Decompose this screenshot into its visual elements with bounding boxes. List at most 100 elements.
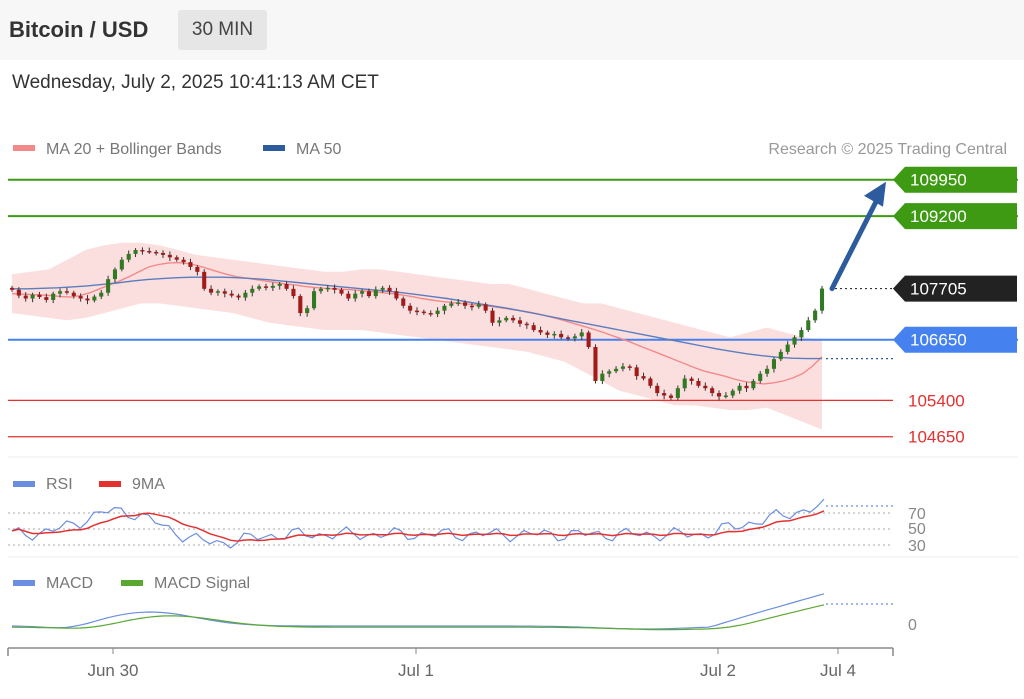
candle-46 (325, 285, 330, 292)
candle-57 (401, 296, 406, 309)
candlesticks (9, 247, 825, 401)
candle-98 (682, 375, 687, 392)
rsi-ma-legend-label: 9MA (132, 476, 165, 493)
x-label-0: Jun 30 (87, 661, 138, 680)
level-resistance-1-label: 109200 (910, 207, 967, 226)
level-last-2-label: 107705 (910, 280, 967, 299)
candle-9 (71, 290, 76, 299)
candle-53 (373, 286, 378, 299)
candle-76 (531, 322, 536, 332)
ma20-legend-swatch (13, 145, 35, 151)
candle-11 (85, 295, 90, 305)
candle-112 (778, 349, 783, 362)
candle-12 (92, 294, 97, 303)
candle-3 (30, 292, 35, 303)
candle-66 (463, 300, 468, 309)
candle-58 (408, 303, 413, 314)
ma20-line (11, 261, 823, 385)
rsi-legend-label: RSI (46, 476, 73, 493)
candle-4 (37, 291, 42, 299)
candle-99 (689, 376, 694, 385)
macd-zero-label: 0 (908, 617, 917, 634)
candle-103 (716, 390, 722, 401)
candle-40 (284, 281, 289, 291)
level-pivot-3-label: 106650 (910, 331, 967, 350)
candle-33 (236, 293, 241, 301)
candle-47 (332, 284, 337, 294)
rsi-panel: 70 50 30 (8, 498, 926, 555)
candle-27 (195, 265, 200, 276)
candle-105 (730, 388, 735, 399)
candle-14 (106, 275, 111, 296)
candle-29 (209, 285, 214, 296)
candle-102 (710, 386, 715, 397)
candle-56 (394, 287, 399, 301)
candle-78 (545, 330, 550, 338)
level-support-4-label: 105400 (908, 391, 965, 410)
candle-107 (744, 382, 749, 392)
x-label-1: Jul 1 (398, 661, 434, 680)
candle-7 (58, 288, 63, 298)
candle-77 (538, 326, 543, 335)
ma20-legend-label: MA 20 + Bollinger Bands (46, 141, 222, 158)
rsi-level-50: 50 (908, 521, 926, 538)
candle-30 (215, 289, 220, 296)
candle-96 (668, 393, 674, 400)
candle-24 (174, 255, 179, 262)
level-labels: 109950 109200 107705 106650 105400 104650 (893, 166, 1017, 447)
candle-51 (360, 289, 365, 298)
chart-header: Bitcoin / USD 30 MIN (0, 0, 1024, 60)
interval-button[interactable]: 30 MIN (178, 10, 267, 50)
candle-43 (305, 305, 310, 317)
ma50-line (12, 276, 822, 360)
candle-116 (806, 316, 811, 332)
candle-10 (78, 293, 83, 302)
candle-34 (243, 290, 248, 301)
ma50-legend-label: MA 50 (296, 141, 341, 158)
candle-114 (792, 335, 797, 348)
candle-23 (167, 251, 172, 261)
x-label-3: Jul 4 (820, 661, 856, 680)
candle-44 (311, 287, 317, 311)
candle-106 (737, 383, 742, 394)
candle-55 (387, 285, 392, 295)
candle-13 (99, 290, 104, 300)
candle-8 (64, 287, 69, 295)
candle-117 (813, 308, 818, 323)
level-resistance-0-label: 109950 (910, 171, 967, 190)
target-arrow (829, 181, 886, 292)
rsi-level-30: 30 (908, 538, 926, 555)
candle-1 (16, 287, 21, 299)
candle-63 (442, 303, 447, 315)
macd-signal-line (11, 604, 825, 631)
candle-80 (559, 330, 564, 340)
candle-16 (119, 257, 124, 272)
candle-22 (160, 250, 166, 258)
copyright: Research © 2025 Trading Central (768, 141, 1007, 158)
candle-75 (524, 321, 529, 329)
rsi-legend-swatch (13, 481, 35, 487)
rsi-ma-legend-swatch (99, 481, 121, 487)
bollinger-bands (12, 242, 822, 430)
candle-86 (600, 370, 605, 385)
candle-90 (627, 364, 632, 371)
candle-108 (751, 379, 756, 391)
candle-97 (675, 385, 680, 401)
rsi-line (11, 498, 825, 549)
candle-69 (483, 302, 488, 314)
candle-104 (723, 392, 728, 399)
candle-84 (586, 330, 591, 349)
level-resistance-1-tag (893, 203, 1017, 230)
candle-94 (655, 383, 660, 397)
target-arrow-head (864, 181, 886, 207)
candle-85 (593, 344, 598, 384)
candle-0 (9, 285, 15, 292)
candle-15 (112, 267, 118, 283)
candle-19 (140, 247, 145, 255)
candle-25 (181, 257, 186, 265)
price-levels (8, 178, 1018, 438)
macd-legend-label: MACD (46, 575, 93, 592)
candle-5 (44, 293, 49, 303)
candle-118 (819, 285, 825, 314)
